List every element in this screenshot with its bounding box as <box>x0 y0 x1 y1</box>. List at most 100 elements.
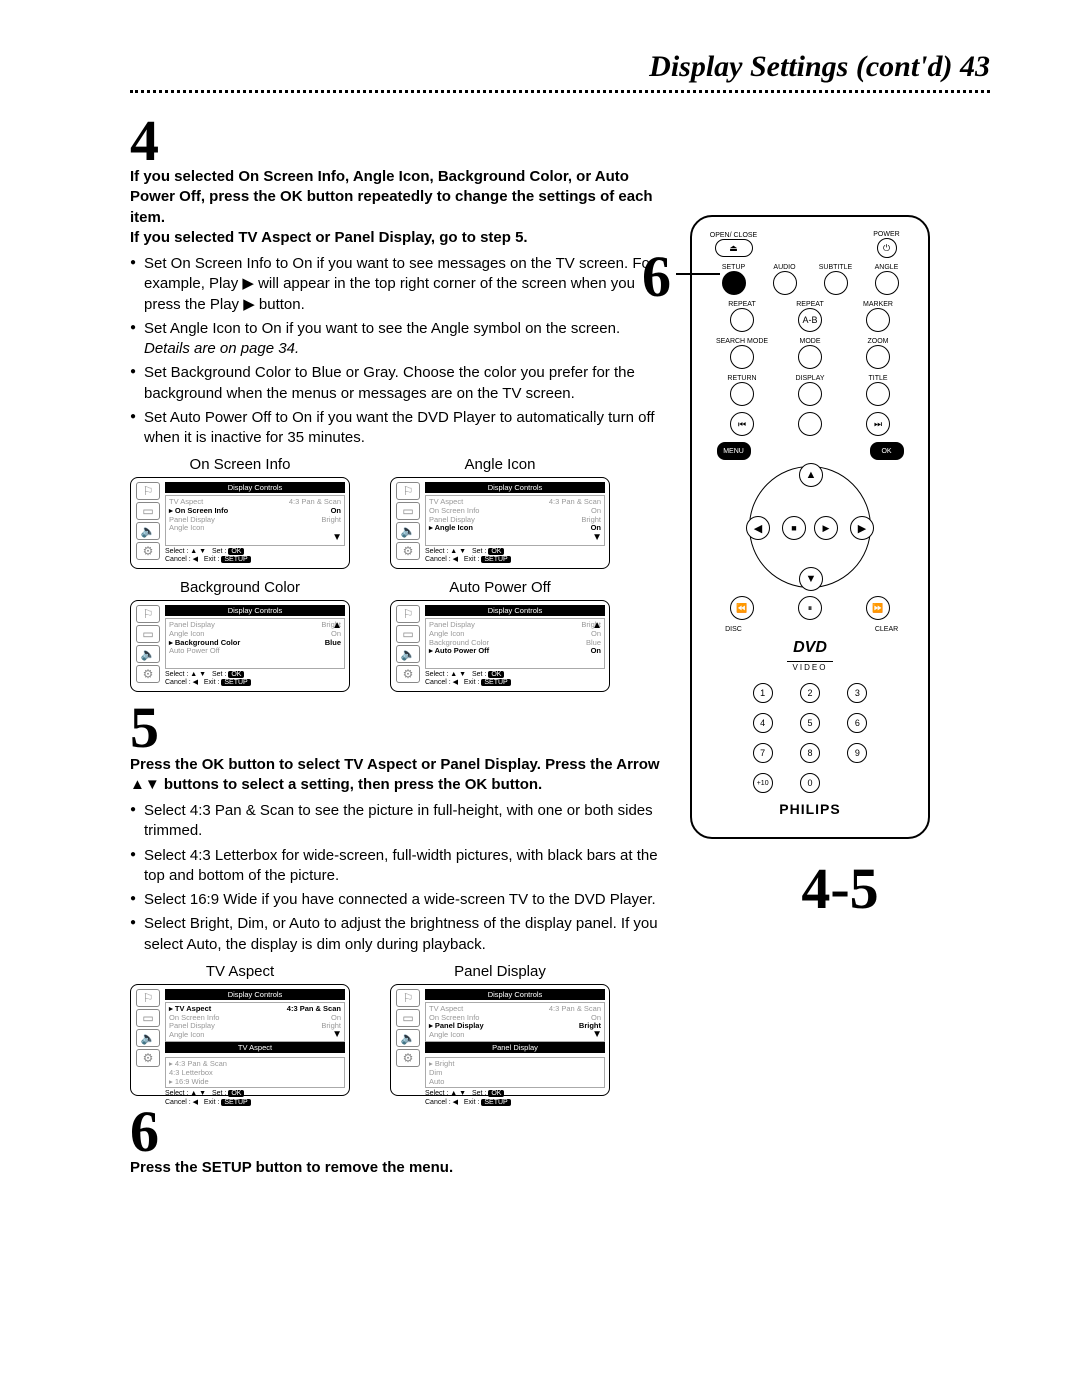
play-button[interactable]: ▶ <box>814 516 838 540</box>
disc-label: DISC <box>708 626 759 633</box>
return-button[interactable] <box>730 382 754 406</box>
marker-button[interactable] <box>866 308 890 332</box>
rewind-button[interactable]: ⏪ <box>730 596 754 620</box>
step5-bullet-3: Select 16:9 Wide if you have connected a… <box>130 890 660 910</box>
repeat-ab-button[interactable]: A-B <box>798 308 822 332</box>
num-3[interactable]: 3 <box>847 683 867 703</box>
num-6[interactable]: 6 <box>847 713 867 733</box>
step-6-text: Press the SETUP button to remove the men… <box>130 1158 660 1178</box>
thumb-label: Background Color <box>130 579 350 596</box>
submenu-title: Panel Display <box>425 1042 605 1053</box>
step-6-number: 6 <box>130 1106 660 1158</box>
thumb-label: On Screen Info <box>130 456 350 473</box>
header-title: Display Settings (cont'd) <box>649 50 952 83</box>
num-8[interactable]: 8 <box>800 743 820 763</box>
return-label: RETURN <box>708 375 776 382</box>
step5-bullet-2: Select 4:3 Letterbox for wide-screen, fu… <box>130 846 660 887</box>
menu-button[interactable]: MENU <box>717 442 751 460</box>
menu-title: Display Controls <box>165 989 345 1000</box>
step-5-number: 5 <box>130 702 660 754</box>
header-page-num: 43 <box>960 50 990 83</box>
ok-button[interactable]: OK <box>870 442 904 460</box>
step-4-intro: If you selected On Screen Info, Angle Ic… <box>130 167 660 228</box>
angle-button[interactable] <box>875 271 899 295</box>
menu-title: Display Controls <box>425 482 605 493</box>
dvd-text: DVD <box>708 639 912 657</box>
num-4[interactable]: 4 <box>753 713 773 733</box>
repeat-button[interactable] <box>730 308 754 332</box>
thumb-tv-aspect: TV Aspect ⚐▭🔈⚙ Display Controls ▸ TV Asp… <box>130 963 350 1096</box>
angle-label: ANGLE <box>861 264 912 271</box>
next-button[interactable]: ⏭ <box>866 412 890 436</box>
search-button[interactable] <box>730 345 754 369</box>
num-2[interactable]: 2 <box>800 683 820 703</box>
power-button[interactable]: ⏻ <box>877 238 897 258</box>
step4-bullet-2a: Set Angle Icon to On if you want to see … <box>144 320 620 337</box>
remote-column: 6 OPEN/ CLOSE⏏ POWER⏻ SETUP AUDIO SUBTIT… <box>660 105 990 922</box>
thumb-label: Angle Icon <box>390 456 610 473</box>
stop-button-small[interactable] <box>798 412 822 436</box>
thumb-panel-display: Panel Display ⚐▭🔈⚙ Display Controls TV A… <box>390 963 610 1096</box>
thumb-auto-power-off: Auto Power Off ⚐▭🔈⚙ Display Controls ▲ P… <box>390 579 610 692</box>
setup-label: SETUP <box>708 264 759 271</box>
setup-button[interactable] <box>722 271 746 295</box>
arrow-down-button[interactable]: ▼ <box>799 567 823 591</box>
mode-button[interactable] <box>798 345 822 369</box>
step5-bullet-4: Select Bright, Dim, or Auto to adjust th… <box>130 914 660 955</box>
num-7[interactable]: 7 <box>753 743 773 763</box>
title-label: TITLE <box>844 375 912 382</box>
pause-button[interactable]: ⏸ <box>798 596 822 620</box>
menu-title: Display Controls <box>165 482 345 493</box>
thumb-on-screen-info: On Screen Info ⚐▭🔈⚙ Display Controls TV … <box>130 456 350 569</box>
thumb-label: TV Aspect <box>130 963 350 980</box>
marker-label: MARKER <box>844 301 912 308</box>
open-close-button[interactable]: ⏏ <box>715 239 753 257</box>
num-1[interactable]: 1 <box>753 683 773 703</box>
display-label: DISPLAY <box>776 375 844 382</box>
step-4-number: 4 <box>130 115 660 167</box>
numpad: 1 2 3 4 5 6 7 8 9 +10 0 <box>708 683 912 793</box>
thumb-label: Panel Display <box>390 963 610 980</box>
manual-page: Display Settings (cont'd) 43 4 If you se… <box>0 0 1080 1238</box>
page-header: Display Settings (cont'd) 43 <box>130 50 990 84</box>
submenu-title: TV Aspect <box>165 1042 345 1053</box>
brand-label: PHILIPS <box>708 801 912 817</box>
menu-title: Display Controls <box>425 989 605 1000</box>
subtitle-button[interactable] <box>824 271 848 295</box>
repeat-label: REPEAT <box>708 301 776 308</box>
callout-6: 6 <box>642 243 671 310</box>
repeat-ab-label: REPEAT <box>776 301 844 308</box>
step5-bullet-1: Select 4:3 Pan & Scan to see the picture… <box>130 801 660 842</box>
dotted-rule <box>130 90 990 93</box>
subtitle-label: SUBTITLE <box>810 264 861 271</box>
dvd-logo: DVD VIDEO <box>708 639 912 675</box>
step-4-intro2: If you selected TV Aspect or Panel Displ… <box>130 228 660 248</box>
step4-bullet-3: Set Background Color to Blue or Gray. Ch… <box>130 363 660 404</box>
num-plus10[interactable]: +10 <box>753 773 773 793</box>
num-5[interactable]: 5 <box>800 713 820 733</box>
thumb-label: Auto Power Off <box>390 579 610 596</box>
audio-label: AUDIO <box>759 264 810 271</box>
title-button[interactable] <box>866 382 890 406</box>
num-0[interactable]: 0 <box>800 773 820 793</box>
instructions-column: 4 If you selected On Screen Info, Angle … <box>130 105 660 1178</box>
search-label: SEARCH MODE <box>708 338 776 345</box>
stop-button[interactable]: ■ <box>782 516 806 540</box>
video-text: VIDEO <box>787 661 834 672</box>
zoom-button[interactable] <box>866 345 890 369</box>
callout-4-5: 4-5 <box>690 855 990 922</box>
step4-bullet-2b: Details are on page 34. <box>144 340 299 357</box>
thumb-angle-icon: Angle Icon ⚐▭🔈⚙ Display Controls TV Aspe… <box>390 456 610 569</box>
arrow-up-button[interactable]: ▲ <box>799 463 823 487</box>
power-label: POWER <box>861 231 912 238</box>
ffwd-button[interactable]: ⏩ <box>866 596 890 620</box>
num-9[interactable]: 9 <box>847 743 867 763</box>
open-close-label: OPEN/ CLOSE <box>708 232 759 239</box>
mode-label: MODE <box>776 338 844 345</box>
clear-label: CLEAR <box>861 626 912 633</box>
thumb-background-color: Background Color ⚐▭🔈⚙ Display Controls ▲… <box>130 579 350 692</box>
prev-button[interactable]: ⏮ <box>730 412 754 436</box>
menu-title: Display Controls <box>165 605 345 616</box>
audio-button[interactable] <box>773 271 797 295</box>
display-button[interactable] <box>798 382 822 406</box>
